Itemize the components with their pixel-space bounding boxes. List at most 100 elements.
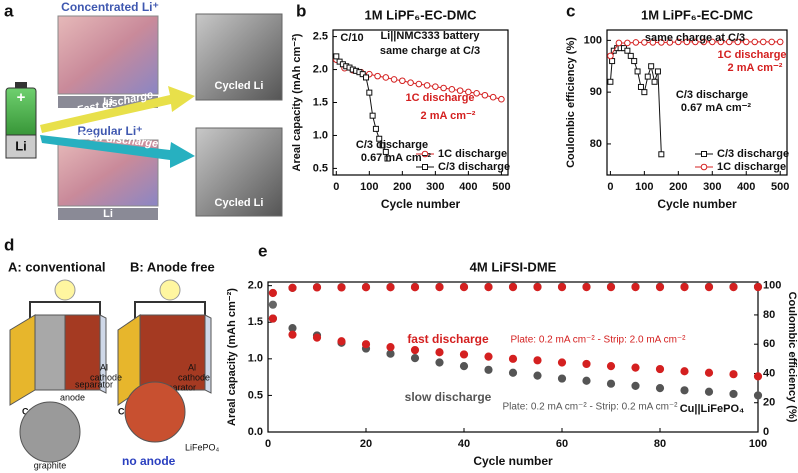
marker bbox=[734, 38, 742, 46]
marker bbox=[359, 71, 366, 78]
annotation: same charge at C/3 bbox=[380, 45, 480, 57]
x-tick-label: 0 bbox=[607, 181, 613, 193]
marker bbox=[725, 38, 733, 46]
annotation: 0.67 mA cm⁻² bbox=[361, 152, 432, 164]
marker bbox=[382, 148, 389, 155]
y-tick-label: 2.0 bbox=[313, 63, 328, 75]
marker bbox=[410, 283, 420, 292]
graphite-zoom bbox=[19, 401, 81, 463]
marker bbox=[606, 283, 616, 292]
marker bbox=[448, 86, 456, 93]
marker bbox=[606, 379, 616, 388]
annotation: 2 mA cm⁻² bbox=[728, 62, 783, 74]
y-tick-label: 80 bbox=[590, 138, 602, 150]
marker bbox=[654, 68, 661, 75]
marker bbox=[440, 84, 447, 92]
marker bbox=[557, 374, 567, 383]
electrode bbox=[58, 208, 158, 220]
x-tick-label: 0 bbox=[333, 181, 339, 193]
marker bbox=[655, 364, 665, 374]
x-tick-label: 300 bbox=[426, 181, 444, 193]
marker bbox=[498, 95, 505, 103]
marker bbox=[268, 300, 277, 309]
marker bbox=[435, 283, 444, 292]
label: cathode bbox=[178, 372, 210, 382]
marker bbox=[390, 76, 398, 83]
marker bbox=[632, 39, 640, 46]
marker bbox=[683, 38, 691, 46]
marker bbox=[435, 358, 444, 367]
al bbox=[204, 314, 212, 394]
marker bbox=[484, 365, 493, 374]
y2-tick-label: 100 bbox=[763, 280, 781, 292]
marker bbox=[379, 142, 386, 149]
marker bbox=[651, 78, 658, 85]
marker bbox=[729, 370, 738, 379]
marker bbox=[624, 39, 631, 47]
x-tick-label: 20 bbox=[360, 438, 372, 450]
marker bbox=[386, 343, 395, 352]
marker bbox=[415, 80, 423, 88]
marker bbox=[374, 72, 381, 80]
wire bbox=[134, 301, 206, 320]
x-axis-label: Cycle number bbox=[381, 197, 461, 211]
annotation: Cu||LiFePO₄ bbox=[680, 403, 745, 415]
label: Li bbox=[103, 208, 113, 220]
legend-label: 1C discharge bbox=[717, 161, 786, 173]
annotation: Li||NMC333 battery bbox=[380, 30, 480, 42]
cu bbox=[9, 314, 36, 406]
marker bbox=[268, 314, 277, 323]
legend-label: C/3 discharge bbox=[717, 148, 789, 160]
y-tick-label: 1.0 bbox=[313, 129, 328, 141]
panel-d: A: conventional B: Anode free Cu anode s… bbox=[8, 259, 220, 470]
marker bbox=[473, 89, 480, 97]
label: Al bbox=[100, 362, 108, 372]
arrow bbox=[40, 135, 195, 168]
marker bbox=[312, 283, 322, 292]
annotation: C/3 discharge bbox=[356, 139, 428, 151]
annotation: C/3 discharge bbox=[676, 89, 748, 101]
marker bbox=[607, 78, 614, 85]
y2-tick-label: 0 bbox=[763, 426, 769, 438]
plot-frame bbox=[267, 281, 759, 433]
x-tick-label: 0 bbox=[265, 438, 271, 450]
marker bbox=[753, 283, 763, 292]
marker bbox=[753, 391, 763, 400]
y2-tick-label: 60 bbox=[763, 338, 775, 350]
marker bbox=[384, 155, 391, 162]
chart-title: 1M LiPF₆-EC-DMC bbox=[641, 7, 754, 22]
lifepo4-zoom bbox=[124, 381, 186, 443]
marker bbox=[410, 345, 420, 355]
x-tick-label: 100 bbox=[749, 438, 767, 450]
marker bbox=[376, 135, 383, 142]
y-tick-label: 0.5 bbox=[248, 389, 263, 401]
x-axis-label: Cycle number bbox=[657, 197, 737, 211]
marker bbox=[386, 283, 395, 292]
marker bbox=[407, 79, 414, 87]
marker bbox=[508, 368, 518, 377]
marker bbox=[655, 383, 665, 393]
x-tick-label: 400 bbox=[737, 181, 755, 193]
marker bbox=[481, 91, 489, 99]
label: graphite bbox=[34, 460, 67, 470]
marker bbox=[615, 39, 623, 47]
battery-cap bbox=[15, 82, 27, 88]
marker bbox=[631, 58, 638, 65]
marker bbox=[432, 83, 439, 90]
marker bbox=[655, 283, 665, 292]
marker bbox=[372, 125, 379, 132]
series-label: fast discharge bbox=[407, 332, 489, 346]
marker bbox=[465, 88, 472, 96]
marker bbox=[268, 288, 277, 298]
annotation: C/10 bbox=[340, 32, 363, 44]
y-tick-label: 2.5 bbox=[313, 30, 328, 42]
marker bbox=[609, 58, 616, 65]
marker bbox=[680, 283, 689, 292]
label: Al bbox=[188, 362, 196, 372]
marker bbox=[489, 93, 497, 101]
marker bbox=[363, 74, 370, 81]
marker bbox=[337, 283, 346, 292]
marker bbox=[641, 39, 648, 46]
marker bbox=[666, 39, 674, 46]
marker bbox=[484, 283, 493, 292]
